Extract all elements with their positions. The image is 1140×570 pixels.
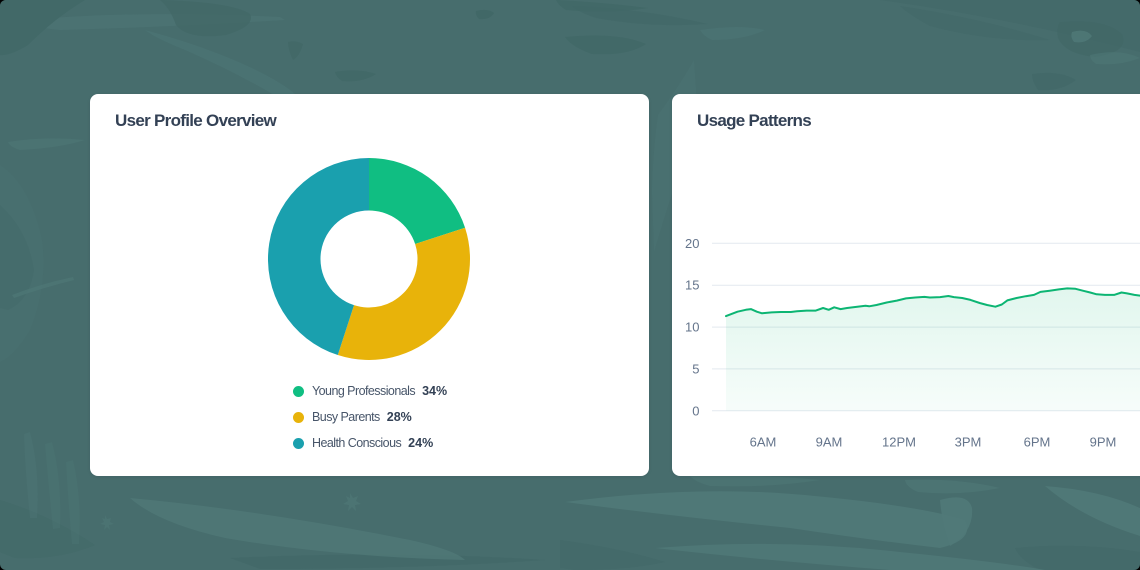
svg-text:6AM: 6AM (750, 434, 777, 449)
svg-text:5: 5 (692, 361, 699, 376)
svg-text:9AM: 9AM (816, 434, 843, 449)
svg-text:10: 10 (685, 320, 699, 335)
svg-text:9PM: 9PM (1090, 434, 1117, 449)
svg-text:3PM: 3PM (955, 434, 982, 449)
svg-text:0: 0 (692, 403, 699, 418)
svg-text:6PM: 6PM (1024, 434, 1051, 449)
svg-text:15: 15 (685, 278, 699, 293)
svg-text:20: 20 (685, 236, 699, 251)
svg-text:12PM: 12PM (882, 434, 916, 449)
